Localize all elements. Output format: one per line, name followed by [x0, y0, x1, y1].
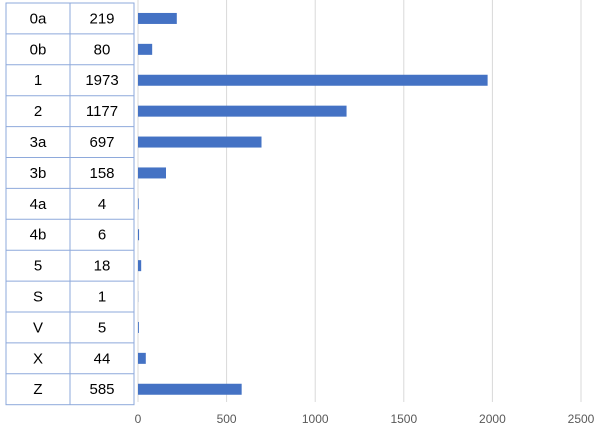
table-category-label: S [33, 289, 43, 306]
x-tick-label: 0 [135, 412, 142, 426]
bars [138, 12, 488, 395]
table-value-label: 18 [94, 258, 111, 275]
table-value-label: 44 [94, 350, 111, 367]
table-value-label: 6 [98, 227, 106, 244]
table-value-label: 80 [94, 41, 111, 58]
x-axis: 0 500 1000 1500 2000 2500 [135, 412, 595, 426]
table-category-label: 4a [30, 196, 47, 213]
table-category-label: 0b [30, 41, 47, 58]
table-value-label: 1177 [86, 103, 118, 120]
table-category-label: 5 [34, 258, 42, 275]
table-value-label: 4 [98, 196, 106, 213]
table-category-label: V [33, 319, 43, 336]
bar-V [138, 321, 139, 333]
bar-X [138, 352, 146, 364]
bar-0a [138, 12, 177, 24]
table-value-label: 1 [98, 289, 106, 306]
data-table: 0a 219 0b 80 1 1973 2 1177 3a 697 3b 158 4a 4 4b 6 5 18 S 1… [5, 2, 135, 406]
bar-3a [138, 136, 262, 148]
gridlines [137, 0, 582, 402]
bar-2 [138, 105, 347, 117]
table-value-label: 697 [89, 134, 114, 151]
bar-4a [138, 198, 139, 210]
table-category-label: 3a [30, 134, 47, 151]
x-tick-label: 500 [217, 412, 237, 426]
table-category-label: 0a [30, 10, 47, 27]
table-category-label: 1 [34, 72, 42, 89]
bar-Z [138, 383, 242, 395]
table-category-label: 4b [30, 227, 47, 244]
bar-1 [138, 74, 488, 86]
table-value-label: 1973 [85, 72, 118, 89]
x-tick-label: 1000 [302, 412, 329, 426]
bar-0b [138, 43, 153, 55]
table-category-label: 2 [34, 103, 42, 120]
bar-3b [138, 167, 166, 179]
table-category-label: Z [33, 381, 42, 398]
bar-5 [138, 260, 142, 272]
table-category-label: X [33, 350, 43, 367]
x-tick-label: 2000 [479, 412, 506, 426]
table-value-label: 585 [89, 381, 114, 398]
bar-4b [138, 229, 140, 241]
x-tick-label: 2500 [568, 412, 595, 426]
table-value-label: 5 [98, 319, 106, 336]
x-tick-label: 1500 [390, 412, 417, 426]
table-category-label: 3b [30, 165, 47, 182]
table-value-label: 219 [89, 10, 114, 27]
table-value-label: 158 [89, 165, 114, 182]
